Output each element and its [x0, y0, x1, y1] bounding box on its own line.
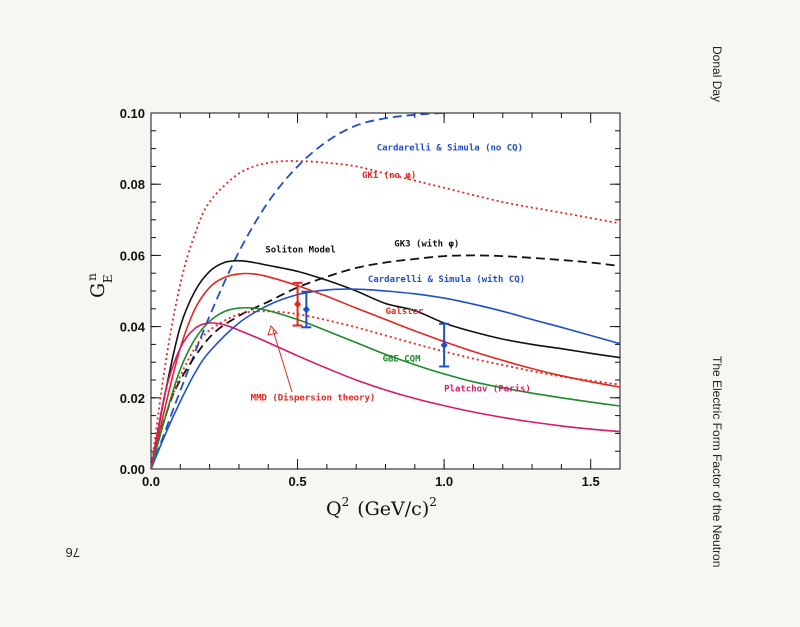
- running-title: The Electric Form Factor of the Neutron: [710, 356, 724, 568]
- curve-label: GBE CQM: [383, 354, 422, 364]
- y-tick-label: 0.10: [120, 106, 145, 121]
- curve-cardarelli-simula-with-cq: [151, 288, 620, 469]
- y-axis-label: Gn E: [85, 273, 115, 298]
- curve-galster: [151, 272, 620, 469]
- data-point: [294, 300, 302, 309]
- mmd-pointer-head: [267, 325, 278, 336]
- x-tick-label: 1.0: [435, 474, 453, 489]
- curve-label: Soliton Model: [265, 245, 335, 256]
- curve-label: MMD (Dispersion theory): [251, 392, 376, 403]
- curve-platchov-paris: [151, 322, 620, 469]
- data-point: [302, 305, 310, 314]
- x-axis-label: Q2 (GeV/c)2: [326, 495, 437, 520]
- mmd-pointer: [272, 329, 293, 393]
- x-tick-label: 0.0: [142, 474, 160, 489]
- curve-label: Cardarelli & Simula (no CQ): [377, 142, 523, 153]
- y-tick-label: 0.06: [120, 248, 145, 263]
- data-point: [440, 341, 448, 350]
- y-tick-label: 0.00: [120, 462, 145, 477]
- curve-label: Platchov (Paris): [444, 384, 531, 395]
- curve-gk3-with: [151, 254, 620, 469]
- y-tick-label: 0.08: [120, 177, 145, 192]
- y-tick-label: 0.04: [120, 320, 146, 335]
- curve-label: GK3 (with φ): [394, 239, 459, 250]
- curve-cardarelli-simula-no-cq: [151, 113, 445, 469]
- x-tick-label: 0.5: [289, 474, 307, 489]
- curve-label: Galster: [386, 307, 425, 317]
- curve-gbe-cqm: [151, 306, 620, 469]
- curve-mmd-dispersion-theory: [151, 310, 620, 469]
- x-tick-label: 1.5: [582, 474, 600, 489]
- curve-label: GK1 (no φ): [362, 171, 416, 181]
- curve-label: Cardarelli & Simula (with CQ): [368, 274, 525, 285]
- page-number: 76: [65, 545, 80, 560]
- y-tick-label: 0.02: [120, 391, 145, 406]
- curve-soliton-model: [151, 259, 620, 469]
- author-header: Donal Day: [710, 46, 724, 103]
